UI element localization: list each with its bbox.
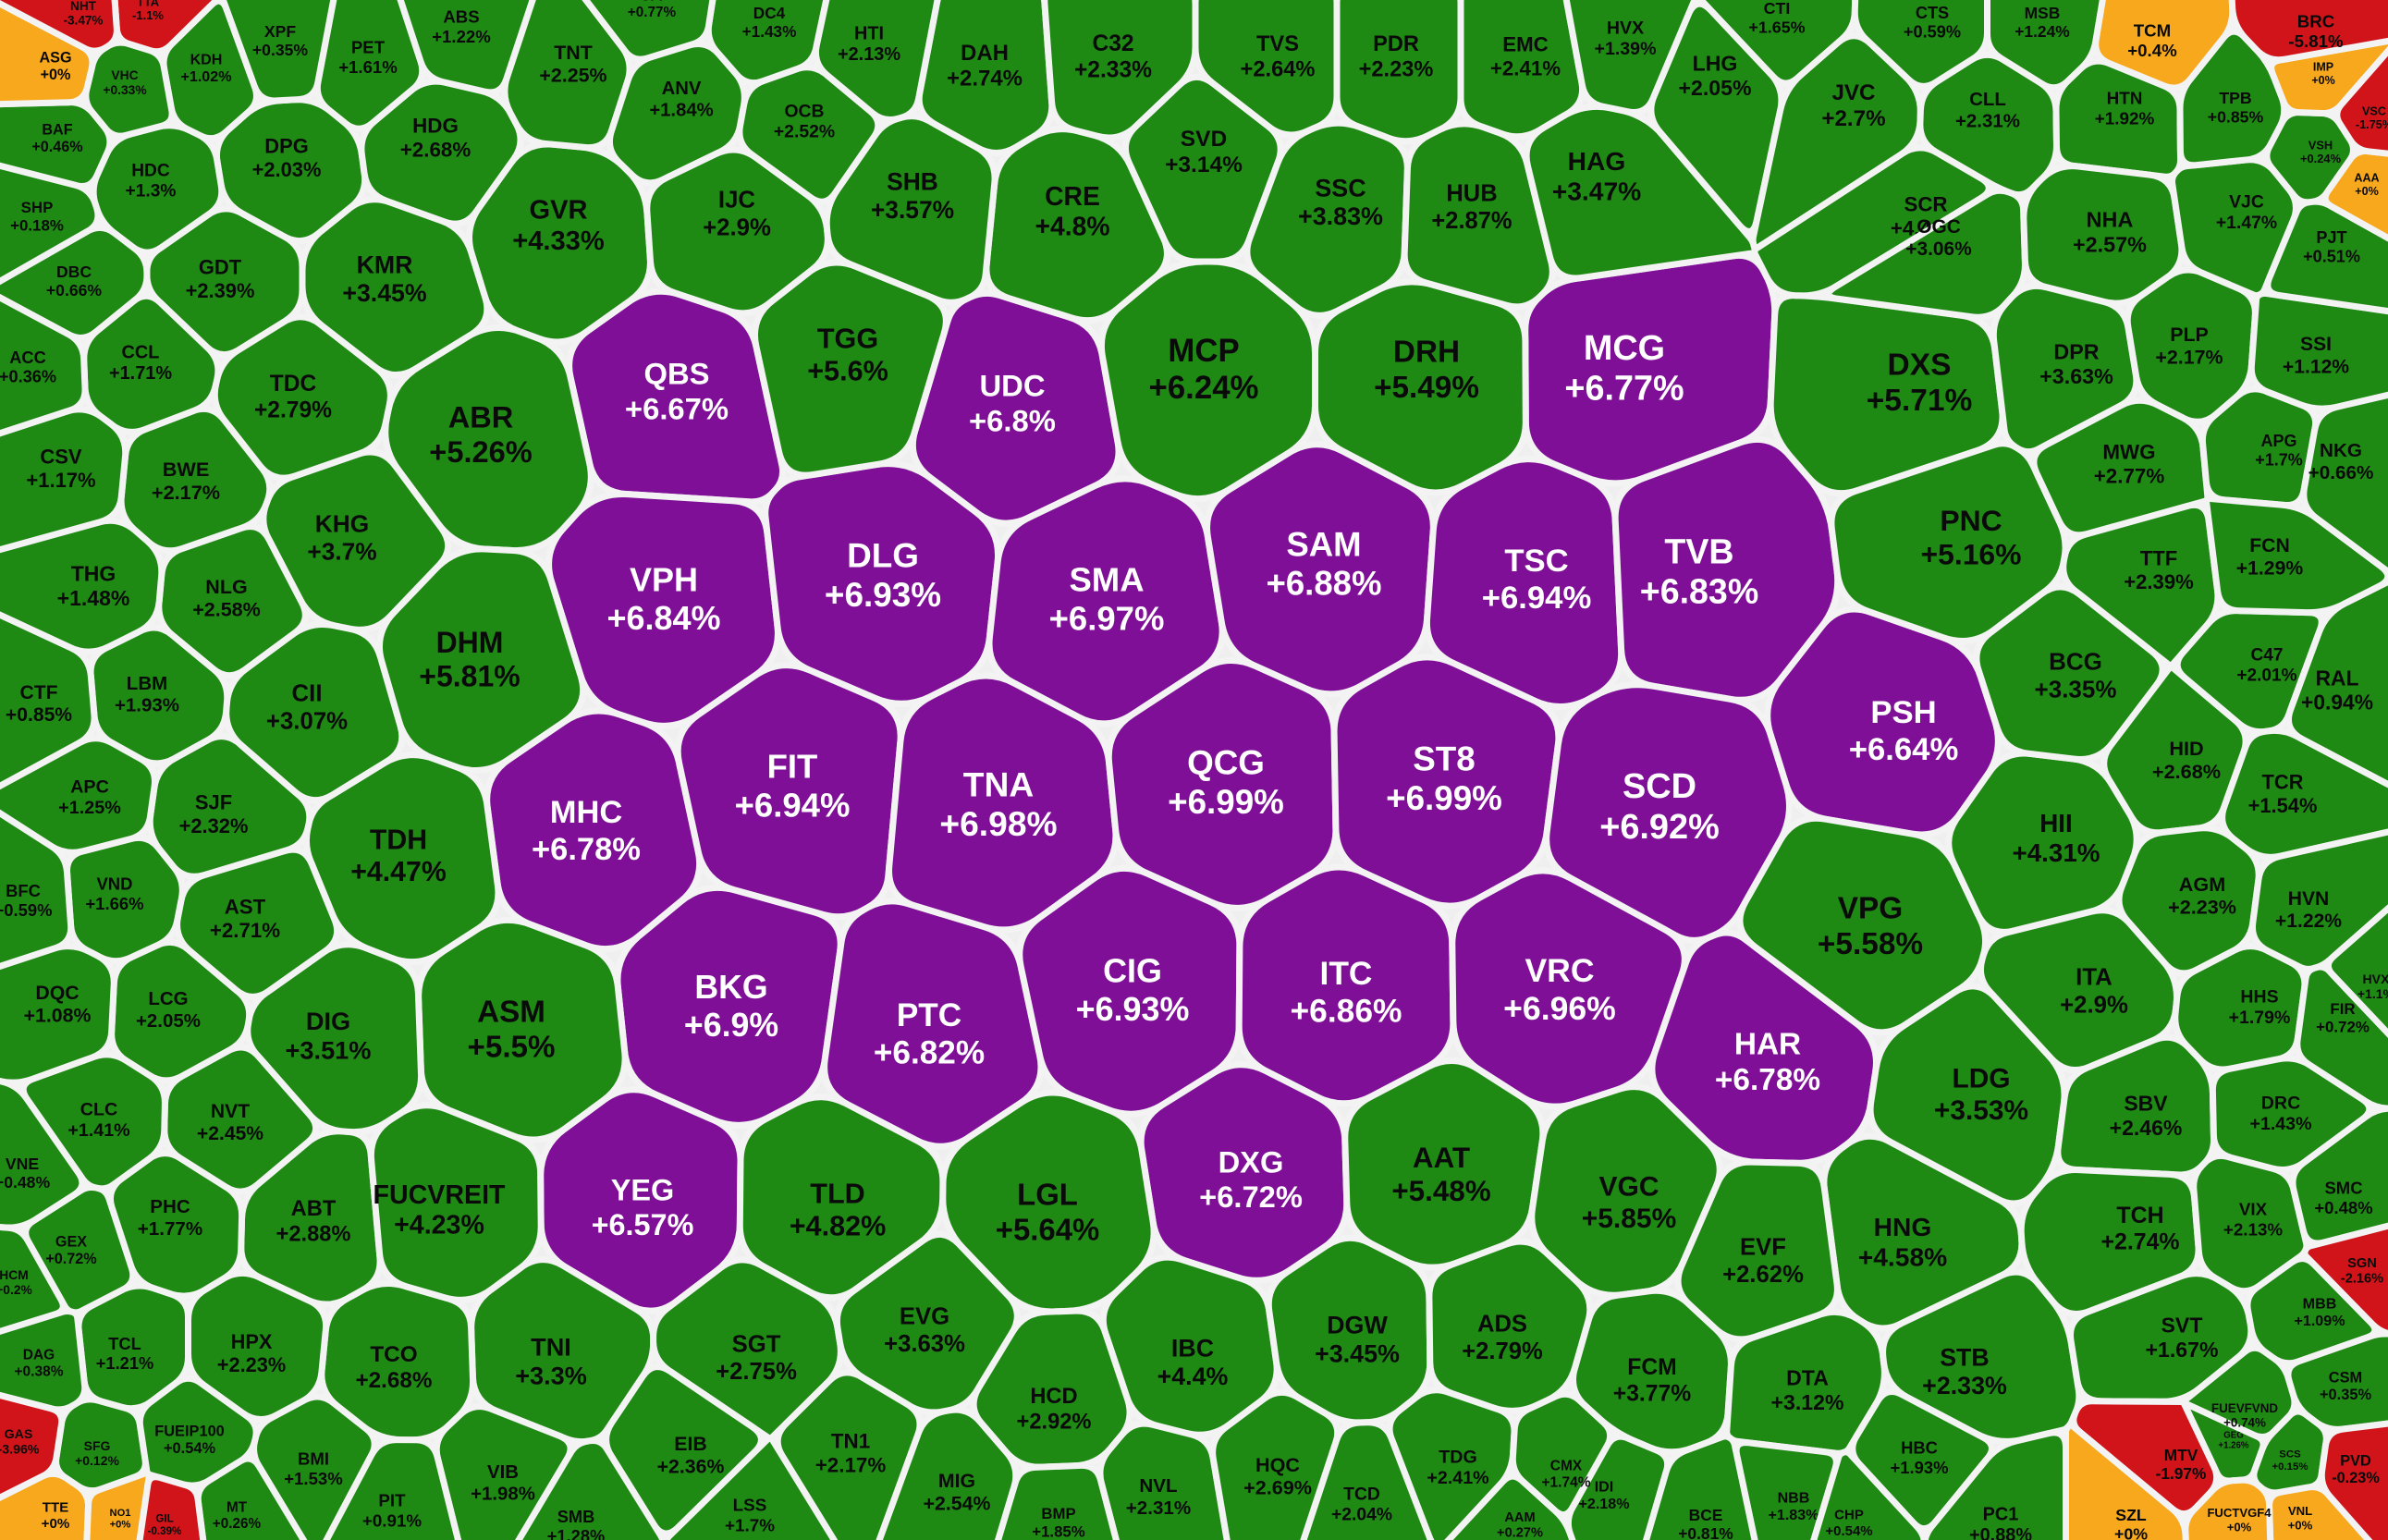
cell-shape[interactable] [1810,1448,1928,1540]
cell-shape[interactable] [0,1307,89,1413]
cell-shape[interactable] [1674,1158,1841,1343]
cell-shape[interactable] [2300,391,2388,579]
cell-shape[interactable] [1096,1420,1231,1540]
cell-shape[interactable] [2228,0,2388,64]
cell-shape[interactable] [1643,1433,1758,1540]
cell-shape[interactable] [1121,73,1284,265]
cell-shape[interactable] [577,0,716,63]
cell-shape[interactable] [1137,1061,1351,1284]
cell-shape[interactable] [2219,727,2388,861]
cell-shape[interactable] [0,224,151,341]
cell-shape[interactable] [0,289,89,437]
cell-shape[interactable] [2289,1105,2388,1247]
stock-cell[interactable]: ASM+5.5% [415,916,629,1143]
cell-shape[interactable] [313,0,426,132]
cell-shape[interactable] [0,1391,66,1502]
cell-shape[interactable] [704,0,830,87]
cell-shape[interactable] [397,0,536,96]
cell-shape[interactable] [674,662,904,921]
stock-cell[interactable]: BMP+1.85% [995,1461,1120,1540]
cell-shape[interactable] [663,1435,839,1540]
cell-shape[interactable] [1509,1390,1614,1518]
cell-shape[interactable] [0,1470,92,1540]
cell-shape[interactable] [812,0,941,123]
cell-shape[interactable] [2321,148,2388,245]
cell-shape[interactable] [0,1078,86,1231]
cell-shape[interactable] [1921,1429,2069,1540]
cell-shape[interactable] [0,943,117,1086]
cell-shape[interactable] [915,0,1056,156]
cell-shape[interactable] [1401,120,1556,311]
cell-shape[interactable] [64,834,186,965]
cell-shape[interactable] [0,99,114,189]
stock-cell[interactable]: DXG+6.72% [1137,1061,1351,1284]
stock-cell[interactable]: GIL-0.39% [136,1473,207,1540]
cell-shape[interactable] [774,1369,924,1540]
stock-cell[interactable]: FUCVREIT+4.23% [367,1102,545,1303]
cell-shape[interactable] [0,0,120,55]
cell-shape[interactable] [0,807,75,971]
stock-cell[interactable]: AAT+5.48% [1341,1057,1547,1271]
stock-cell[interactable]: VND+1.66% [64,834,186,965]
cell-shape[interactable] [1300,1419,1436,1540]
stock-cell[interactable]: DAH+2.74% [915,0,1056,156]
cell-shape[interactable] [1562,0,1698,116]
cell-shape[interactable] [876,1406,1020,1540]
cell-shape[interactable] [2294,963,2388,1112]
cell-shape[interactable] [2324,898,2388,1047]
stock-cell[interactable]: NVL+2.31% [1096,1420,1231,1540]
stock-cell[interactable]: ADS+2.79% [1426,1238,1594,1414]
cell-shape[interactable] [2301,1222,2388,1338]
stock-cell[interactable]: ST8+6.99% [1330,654,1562,910]
cell-shape[interactable] [995,1461,1120,1540]
cell-shape[interactable] [83,1469,153,1540]
cell-shape[interactable] [1436,1473,1576,1540]
cell-shape[interactable] [219,0,337,104]
cell-shape[interactable] [2092,0,2236,92]
cell-shape[interactable] [1696,0,1859,87]
cell-shape[interactable] [0,0,96,108]
cell-shape[interactable] [367,1102,545,1303]
cell-shape[interactable] [2070,1398,2221,1518]
cell-shape[interactable] [1341,1057,1547,1271]
cell-shape[interactable] [1984,0,2106,92]
cell-shape[interactable] [1209,1388,1341,1540]
cell-shape[interactable] [136,1473,207,1540]
cell-shape[interactable] [415,916,629,1143]
cell-shape[interactable] [2247,289,2388,412]
cell-shape[interactable] [0,735,158,856]
cell-shape[interactable] [1973,583,2166,763]
cell-shape[interactable] [323,1436,462,1540]
cell-shape[interactable] [1243,119,1411,319]
cell-shape[interactable] [2333,35,2388,157]
cell-shape[interactable] [1330,654,1562,910]
cell-shape[interactable] [2285,578,2388,788]
cell-shape[interactable] [1851,0,1990,90]
cell-shape[interactable] [1426,1238,1594,1414]
cell-shape[interactable] [513,1436,667,1540]
stock-cell[interactable]: PDR+2.23% [1333,0,1464,145]
stock-cell[interactable]: DAG+0.38% [0,1307,89,1413]
cell-shape[interactable] [111,0,224,55]
cell-shape[interactable] [0,611,98,790]
cell-shape[interactable] [0,162,102,290]
cell-shape[interactable] [2318,1420,2388,1540]
cell-shape[interactable] [1333,0,1464,145]
stock-cell[interactable]: FIT+6.94% [674,662,904,921]
cell-shape[interactable] [1564,1433,1672,1540]
